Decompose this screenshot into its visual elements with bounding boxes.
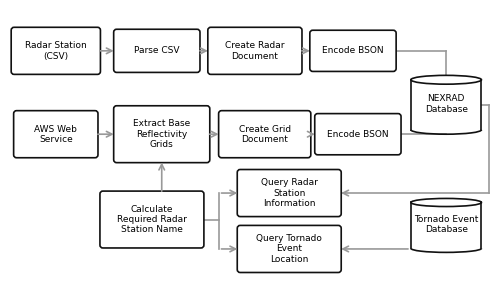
Text: Tornado Event
Database: Tornado Event Database — [414, 215, 478, 234]
FancyBboxPatch shape — [314, 114, 401, 155]
Bar — [411, 203, 482, 248]
FancyBboxPatch shape — [310, 30, 396, 71]
FancyBboxPatch shape — [114, 29, 200, 73]
Text: Create Grid
Document: Create Grid Document — [238, 125, 291, 144]
FancyBboxPatch shape — [14, 111, 98, 158]
FancyBboxPatch shape — [208, 27, 302, 74]
Bar — [411, 80, 482, 130]
Text: Query Radar
Station
Information: Query Radar Station Information — [261, 178, 318, 208]
Text: Query Tornado
Event
Location: Query Tornado Event Location — [256, 234, 322, 264]
Text: Encode BSON: Encode BSON — [327, 130, 388, 139]
FancyBboxPatch shape — [237, 225, 341, 273]
Text: Parse CSV: Parse CSV — [134, 46, 180, 55]
Text: Create Radar
Document: Create Radar Document — [225, 41, 284, 60]
FancyBboxPatch shape — [237, 170, 341, 216]
FancyBboxPatch shape — [114, 106, 210, 163]
Text: AWS Web
Service: AWS Web Service — [34, 125, 77, 144]
FancyBboxPatch shape — [11, 27, 101, 74]
Ellipse shape — [411, 199, 482, 207]
FancyBboxPatch shape — [100, 191, 204, 248]
Text: Encode BSON: Encode BSON — [322, 46, 384, 55]
FancyBboxPatch shape — [218, 111, 311, 158]
Ellipse shape — [411, 75, 482, 84]
Text: Calculate
Required Radar
Station Name: Calculate Required Radar Station Name — [117, 205, 187, 234]
Text: NEXRAD
Database: NEXRAD Database — [424, 94, 468, 114]
Text: Radar Station
(CSV): Radar Station (CSV) — [25, 41, 86, 60]
Text: Extract Base
Reflectivity
Grids: Extract Base Reflectivity Grids — [133, 119, 190, 149]
